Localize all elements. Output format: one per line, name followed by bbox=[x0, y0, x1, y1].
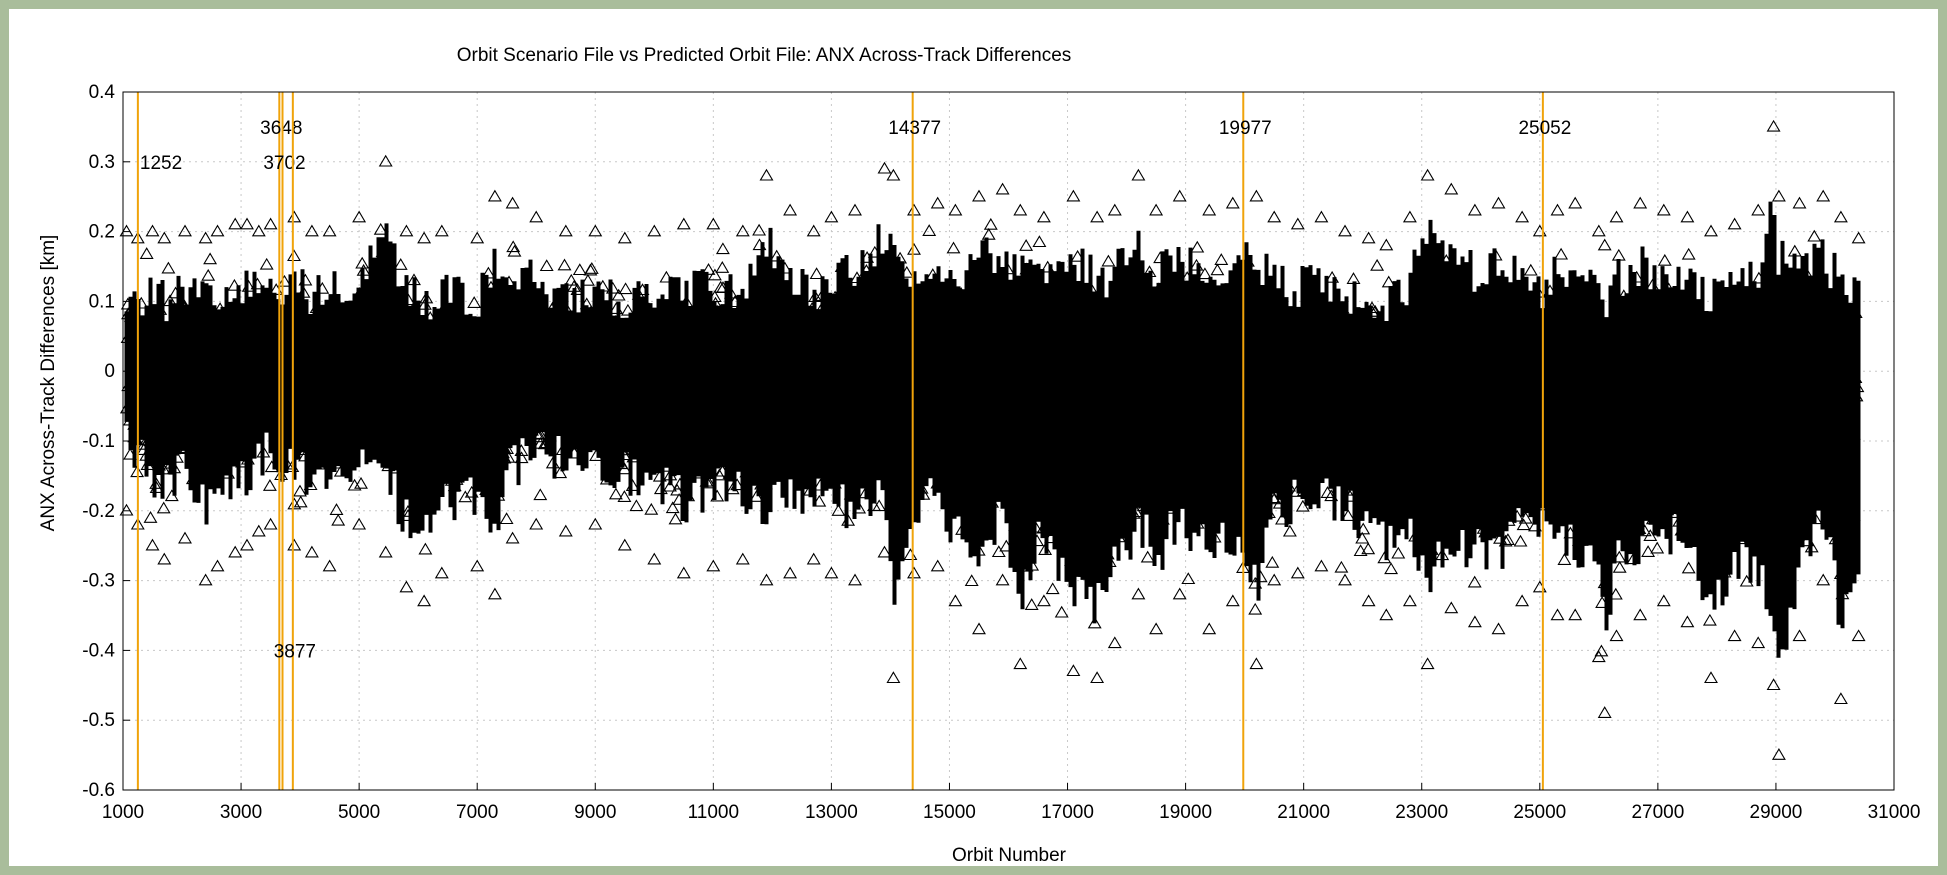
y-axis-label: ANX Across-Track Differences [km] bbox=[38, 235, 59, 532]
event-label: 3877 bbox=[274, 641, 316, 662]
x-tick-label: 17000 bbox=[1041, 802, 1094, 823]
y-tick-label: -0.1 bbox=[82, 431, 115, 452]
chart-canvas: 1252 3648 3702 3877 14377 19977 25052 1000 3000… bbox=[38, 45, 1921, 866]
triangle-markers bbox=[119, 119, 1866, 760]
y-tick-label: -0.4 bbox=[82, 640, 115, 661]
y-tick-label: -0.5 bbox=[82, 710, 115, 731]
x-tick-label: 21000 bbox=[1277, 802, 1330, 823]
y-tick-label: 0.3 bbox=[89, 152, 115, 173]
x-tick-label: 13000 bbox=[805, 802, 858, 823]
y-axis-ticks: 0.4 0.3 0.2 0.1 0 -0.1 -0.2 -0.3 -0.4 -0.5 -0.6 bbox=[82, 82, 130, 801]
event-label: 3648 bbox=[260, 118, 302, 139]
dense-point-band bbox=[124, 201, 1861, 658]
x-tick-label: 23000 bbox=[1395, 802, 1448, 823]
event-label: 1252 bbox=[140, 153, 182, 174]
x-tick-label: 29000 bbox=[1750, 802, 1803, 823]
x-tick-label: 27000 bbox=[1631, 802, 1684, 823]
x-tick-label: 15000 bbox=[923, 802, 976, 823]
x-tick-label: 1000 bbox=[102, 802, 144, 823]
x-tick-label: 5000 bbox=[338, 802, 380, 823]
x-tick-label: 31000 bbox=[1868, 802, 1921, 823]
y-tick-label: -0.2 bbox=[82, 501, 115, 522]
x-tick-label: 9000 bbox=[574, 802, 616, 823]
y-tick-label: -0.6 bbox=[82, 780, 115, 801]
y-tick-label: 0.2 bbox=[89, 222, 115, 243]
event-label: 14377 bbox=[888, 118, 941, 139]
y-tick-label: -0.3 bbox=[82, 571, 115, 592]
event-label: 19977 bbox=[1219, 118, 1272, 139]
y-tick-label: 0 bbox=[104, 361, 115, 382]
data-points bbox=[119, 119, 1866, 760]
x-tick-label: 11000 bbox=[688, 802, 739, 823]
event-label: 3702 bbox=[263, 153, 305, 174]
x-tick-label: 19000 bbox=[1159, 802, 1212, 823]
event-lines: 1252 3648 3702 3877 14377 19977 25052 bbox=[136, 92, 1571, 790]
y-tick-label: 0.4 bbox=[89, 82, 116, 103]
x-tick-label: 3000 bbox=[220, 802, 262, 823]
x-axis-ticks: 1000 3000 5000 7000 9000 11000 13000 15000 17000… bbox=[102, 783, 1921, 823]
event-label: 25052 bbox=[1518, 118, 1571, 139]
chart-title: Orbit Scenario File vs Predicted Orbit F… bbox=[457, 45, 1072, 66]
x-tick-label: 25000 bbox=[1513, 802, 1566, 823]
x-axis-label: Orbit Number bbox=[952, 845, 1067, 866]
x-tick-label: 7000 bbox=[456, 802, 498, 823]
y-tick-label: 0.1 bbox=[89, 291, 115, 312]
